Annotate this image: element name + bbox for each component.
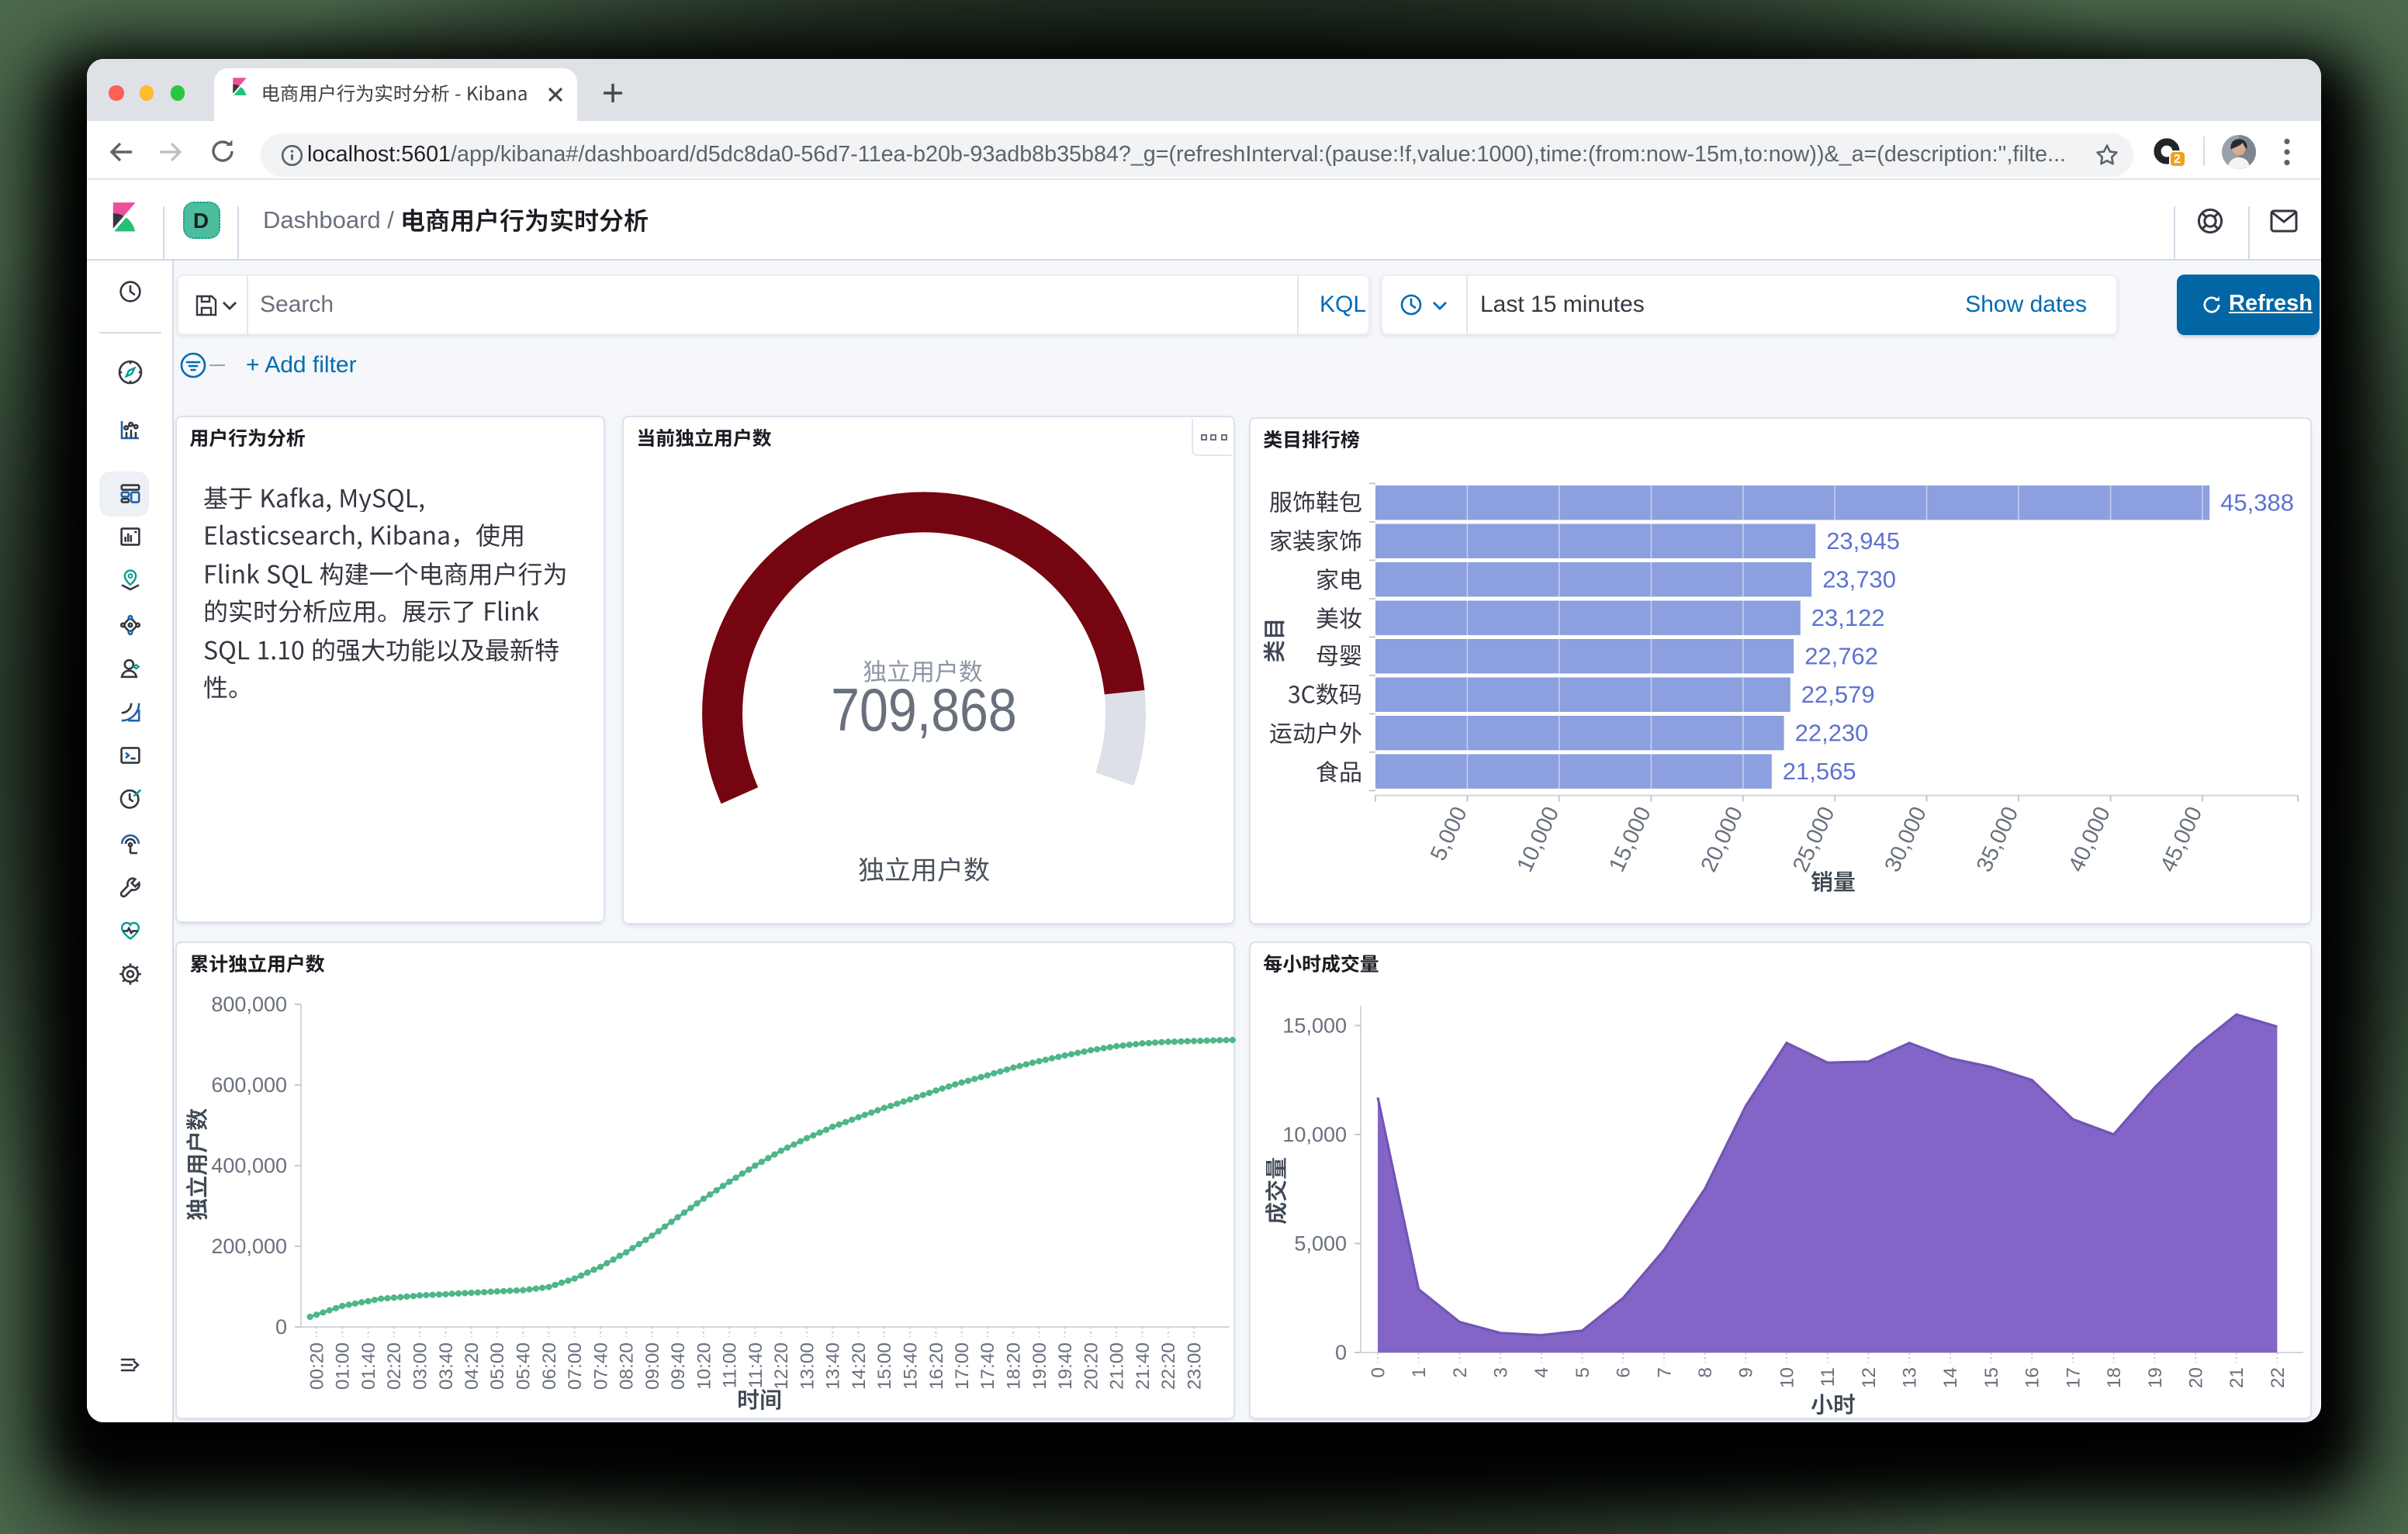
svg-text:19:40: 19:40 [1054, 1342, 1075, 1389]
svg-text:10,000: 10,000 [1512, 803, 1563, 876]
svg-text:13:00: 13:00 [796, 1342, 817, 1389]
svg-text:0: 0 [1367, 1366, 1388, 1377]
svg-text:01:00: 01:00 [332, 1342, 353, 1389]
svg-text:04:20: 04:20 [461, 1342, 482, 1389]
svg-text:03:00: 03:00 [409, 1342, 430, 1389]
svg-text:05:00: 05:00 [486, 1342, 507, 1389]
svg-text:07:40: 07:40 [590, 1342, 611, 1389]
svg-text:5: 5 [1572, 1366, 1593, 1377]
svg-text:18: 18 [2103, 1366, 2124, 1387]
svg-text:400,000: 400,000 [210, 1153, 286, 1176]
svg-text:03:40: 03:40 [435, 1342, 456, 1389]
svg-text:21,565: 21,565 [1782, 758, 1856, 785]
svg-text:23,730: 23,730 [1822, 566, 1895, 593]
svg-text:07:00: 07:00 [564, 1342, 585, 1389]
svg-text:21: 21 [2226, 1366, 2247, 1387]
svg-text:0: 0 [1334, 1340, 1346, 1363]
svg-text:11: 11 [1817, 1366, 1838, 1386]
svg-text:14: 14 [1939, 1366, 1960, 1387]
svg-text:6: 6 [1613, 1366, 1634, 1377]
svg-text:2: 2 [1449, 1366, 1470, 1377]
svg-text:0: 0 [275, 1315, 286, 1338]
svg-text:600,000: 600,000 [210, 1073, 286, 1096]
svg-text:17:40: 17:40 [977, 1342, 998, 1389]
svg-text:15,000: 15,000 [1282, 1014, 1346, 1037]
svg-text:17:00: 17:00 [951, 1342, 972, 1389]
svg-text:06:20: 06:20 [538, 1342, 559, 1389]
svg-text:16:20: 16:20 [925, 1342, 946, 1389]
svg-text:18:20: 18:20 [1003, 1342, 1024, 1389]
svg-text:22,230: 22,230 [1794, 720, 1868, 747]
svg-text:10,000: 10,000 [1282, 1122, 1346, 1145]
svg-text:800,000: 800,000 [210, 992, 286, 1015]
svg-text:40,000: 40,000 [2063, 803, 2114, 876]
svg-text:17: 17 [2062, 1366, 2083, 1387]
svg-text:08:20: 08:20 [616, 1342, 637, 1389]
svg-text:12:20: 12:20 [770, 1342, 791, 1389]
svg-text:21:00: 21:00 [1106, 1342, 1127, 1389]
svg-text:45,000: 45,000 [2155, 803, 2206, 876]
svg-text:25,000: 25,000 [1787, 803, 1839, 876]
svg-text:15,000: 15,000 [1604, 803, 1655, 876]
svg-text:16: 16 [2022, 1366, 2043, 1387]
svg-text:20: 20 [2185, 1366, 2206, 1387]
svg-text:13:40: 13:40 [822, 1342, 843, 1389]
svg-text:14:20: 14:20 [848, 1342, 869, 1389]
svg-text:1: 1 [1408, 1366, 1429, 1377]
svg-text:10:20: 10:20 [693, 1342, 714, 1389]
svg-text:35,000: 35,000 [1971, 803, 2022, 876]
svg-text:15: 15 [1981, 1366, 2001, 1387]
svg-text:22,579: 22,579 [1801, 681, 1874, 708]
svg-text:01:40: 01:40 [358, 1342, 379, 1389]
svg-text:5,000: 5,000 [1293, 1232, 1346, 1255]
svg-text:21:40: 21:40 [1132, 1342, 1153, 1389]
svg-text:22:20: 22:20 [1157, 1342, 1178, 1389]
svg-text:00:20: 00:20 [306, 1342, 327, 1389]
svg-text:8: 8 [1694, 1366, 1715, 1377]
svg-text:12: 12 [1858, 1366, 1879, 1387]
svg-text:23,945: 23,945 [1825, 527, 1899, 555]
svg-text:23,122: 23,122 [1811, 604, 1884, 631]
svg-text:23:00: 23:00 [1183, 1342, 1204, 1389]
svg-text:30,000: 30,000 [1879, 803, 1930, 876]
svg-text:5,000: 5,000 [1425, 803, 1472, 864]
svg-text:19:00: 19:00 [1029, 1342, 1050, 1389]
svg-text:13: 13 [1899, 1366, 1920, 1387]
svg-text:05:40: 05:40 [513, 1342, 534, 1389]
svg-text:10: 10 [1776, 1366, 1797, 1387]
svg-text:22: 22 [2267, 1366, 2288, 1387]
svg-text:7: 7 [1653, 1366, 1674, 1377]
svg-text:11:00: 11:00 [719, 1342, 740, 1387]
svg-text:15:40: 15:40 [899, 1342, 920, 1389]
svg-text:20:20: 20:20 [1080, 1342, 1101, 1389]
svg-text:9: 9 [1735, 1366, 1756, 1377]
svg-text:15:00: 15:00 [874, 1342, 894, 1389]
svg-text:09:40: 09:40 [667, 1342, 688, 1389]
svg-text:45,388: 45,388 [2219, 489, 2293, 517]
svg-text:19: 19 [2144, 1366, 2165, 1387]
svg-text:3: 3 [1489, 1366, 1510, 1377]
svg-text:200,000: 200,000 [210, 1234, 286, 1257]
svg-text:20,000: 20,000 [1696, 803, 1747, 876]
svg-text:11:40: 11:40 [745, 1342, 766, 1387]
svg-text:22,762: 22,762 [1804, 643, 1877, 670]
svg-text:02:20: 02:20 [383, 1342, 404, 1389]
svg-text:09:00: 09:00 [642, 1342, 663, 1389]
svg-text:4: 4 [1531, 1366, 1552, 1377]
